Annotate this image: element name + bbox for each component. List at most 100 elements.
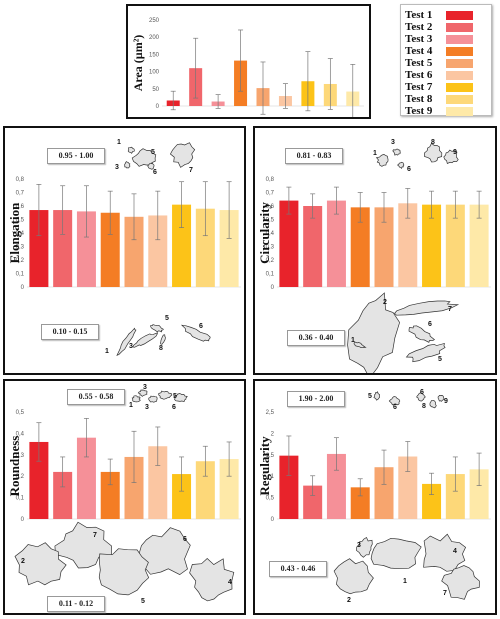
regularity-chart: 0 0,5 1 1,5 2 2,5 Regularity 5 6 6 8 9 3 1 2 4 7	[257, 389, 491, 604]
particle-shape	[127, 146, 135, 154]
particle-shape	[397, 161, 405, 170]
shape-number: 2	[347, 597, 351, 604]
bar	[279, 455, 299, 519]
shape-number: 6	[199, 323, 203, 330]
y-tick-label: 250	[149, 18, 160, 24]
particle-shape	[443, 149, 459, 164]
legend-item: Test 3	[401, 33, 493, 45]
shape-number: 3	[115, 164, 119, 171]
particle-shape	[147, 162, 155, 170]
y-tick-label: 0,1	[16, 496, 25, 502]
regularity-range-high: 1.90 - 2.00	[287, 391, 345, 407]
y-tick-label: 0,2	[16, 474, 25, 480]
shape-number: 6	[407, 166, 411, 173]
elongation-chart: 0 0,1 0,2 0,3 0,4 0,5 0,6 0,7 0,8 Elongation 1 3 5 6 7…	[7, 139, 241, 356]
bar	[469, 204, 489, 287]
y-tick-label: 0	[271, 285, 275, 291]
bar	[53, 471, 73, 519]
shape-number: 6	[393, 404, 397, 411]
bar	[350, 207, 370, 287]
legend-label: Test 5	[405, 57, 433, 69]
bar	[29, 210, 49, 287]
legend-label: Test 1	[405, 9, 433, 21]
y-tick-label: 0,8	[266, 177, 275, 183]
legend-swatch	[446, 35, 473, 44]
particle-shape	[169, 142, 196, 168]
particle-shape	[429, 399, 437, 409]
legend-item: Test 8	[401, 93, 493, 105]
y-tick-label: 0,1	[16, 272, 25, 278]
y-tick-label: 0	[21, 285, 25, 291]
shape-number: 9	[444, 398, 448, 405]
y-tick-label: 0,7	[16, 191, 25, 197]
legend-label: Test 6	[405, 69, 433, 81]
y-tick-label: 0,5	[16, 218, 25, 224]
particle-shape	[437, 395, 445, 402]
bar	[172, 204, 192, 287]
bar	[350, 487, 370, 519]
shape-number: 4	[228, 579, 232, 586]
shape-number: 7	[93, 532, 97, 539]
legend-swatch	[446, 11, 473, 20]
shape-number: 8	[159, 345, 163, 352]
particle-shape	[423, 533, 467, 572]
particle-shape	[158, 390, 173, 400]
shape-number: 3	[143, 384, 147, 391]
shape-number: 5	[173, 393, 177, 400]
bar	[124, 216, 144, 287]
particle-shape	[424, 142, 443, 163]
y-tick-label: 0,5	[16, 410, 25, 416]
shape-number: 4	[453, 548, 457, 555]
roundness-chart: 0 0,1 0,2 0,3 0,4 0,5 Roundness 1 3 3 6 5 7 6 2 5 4	[7, 384, 241, 605]
y-axis-label: Regularity	[257, 436, 272, 496]
bar	[374, 207, 394, 287]
legend-label: Test 9	[405, 105, 433, 117]
shape-number: 7	[443, 590, 447, 597]
shape-number: 7	[189, 167, 193, 174]
y-tick-label: 0,8	[16, 177, 25, 183]
shape-number: 6	[183, 536, 187, 543]
legend-item: Test 5	[401, 57, 493, 69]
particle-shape	[333, 558, 374, 595]
shape-number: 3	[129, 343, 133, 350]
shape-number: 3	[357, 542, 361, 549]
particle-shape	[405, 342, 446, 363]
y-tick-label: 0,7	[266, 191, 275, 197]
bar	[469, 469, 489, 519]
particle-shape	[394, 300, 460, 316]
y-tick-label: 0	[156, 104, 160, 110]
shape-number: 8	[422, 403, 426, 410]
y-tick-label: 0,4	[16, 231, 25, 237]
shape-number: 5	[151, 149, 155, 156]
particle-shape	[392, 148, 401, 156]
y-axis-label: Area (µm²)	[131, 35, 145, 92]
shape-number: 3	[391, 139, 395, 146]
bar	[148, 446, 168, 519]
y-tick-label: 0,2	[266, 258, 275, 264]
y-tick-label: 0,2	[16, 258, 25, 264]
particle-shape	[132, 332, 159, 348]
shape-number: 7	[448, 306, 452, 313]
particle-shape	[124, 161, 131, 169]
legend-swatch	[446, 23, 473, 32]
particle-shape	[14, 542, 67, 586]
legend-swatch	[446, 83, 473, 92]
y-tick-label: 0	[21, 517, 25, 523]
roundness-range-high: 0.55 - 0.58	[67, 389, 125, 405]
particle-shape	[138, 527, 191, 576]
particle-shape	[137, 389, 148, 397]
particle-shape	[174, 393, 188, 403]
regularity-panel: 0 0,5 1 1,5 2 2,5 Regularity 5 6 6 8 9 3 1 2 4 7 1.90 - …	[253, 379, 497, 615]
bar	[445, 204, 465, 287]
circularity-range-low: 0.36 - 0.40	[287, 330, 345, 346]
shape-number: 9	[453, 149, 457, 156]
legend-label: Test 8	[405, 93, 433, 105]
elongation-panel: 0 0,1 0,2 0,3 0,4 0,5 0,6 0,7 0,8 Elongation 1 3 5 6 7…	[3, 126, 246, 375]
particle-shape	[356, 537, 373, 558]
legend-label: Test 3	[405, 33, 433, 45]
bar	[219, 459, 239, 519]
y-tick-label: 150	[149, 52, 160, 58]
bar	[303, 485, 323, 519]
roundness-panel: 0 0,1 0,2 0,3 0,4 0,5 Roundness 1 3 3 6 5 7 6 2 5 4 0.55…	[3, 379, 246, 615]
circularity-panel: 0 0,1 0,2 0,3 0,4 0,5 0,6 0,7 0,8 Circularity 3 1 6 8…	[253, 126, 497, 375]
